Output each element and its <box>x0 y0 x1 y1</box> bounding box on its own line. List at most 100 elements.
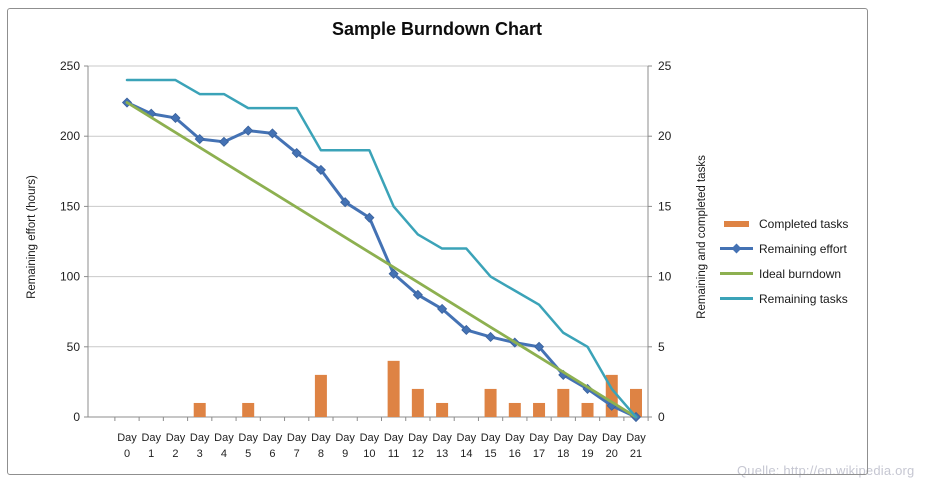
svg-text:Day: Day <box>287 432 307 444</box>
svg-text:Day: Day <box>554 432 574 444</box>
series-remaining-tasks <box>125 78 638 419</box>
svg-text:Day: Day <box>238 432 258 444</box>
svg-text:Day: Day <box>432 432 452 444</box>
svg-text:Day: Day <box>602 432 622 444</box>
svg-text:9: 9 <box>342 448 348 460</box>
ideal-burndown-line <box>125 101 638 419</box>
series-remaining-effort <box>121 97 642 423</box>
svg-text:8: 8 <box>318 448 324 460</box>
svg-text:0: 0 <box>124 448 130 460</box>
bar-completed-tasks-16 <box>508 402 521 417</box>
bar-completed-tasks-19 <box>581 402 594 417</box>
svg-text:250: 250 <box>60 59 80 73</box>
svg-text:Day: Day <box>311 432 331 444</box>
marker-remaining-effort-14 <box>461 324 472 336</box>
source-watermark: Quelle: http://en.wikipedia.org <box>737 463 915 478</box>
svg-text:Day: Day <box>117 432 137 444</box>
svg-text:Day: Day <box>481 432 501 444</box>
svg-text:Day: Day <box>360 432 380 444</box>
svg-text:1: 1 <box>148 448 154 460</box>
marker-remaining-effort-10 <box>364 212 375 223</box>
bar-completed-tasks-11 <box>387 360 400 417</box>
svg-text:Day: Day <box>408 432 428 444</box>
svg-text:11: 11 <box>388 448 399 460</box>
svg-text:200: 200 <box>60 129 80 143</box>
svg-text:4: 4 <box>221 448 227 460</box>
legend-swatch-icon <box>719 243 753 254</box>
marker-remaining-effort-8 <box>315 164 326 175</box>
bar-completed-tasks-21 <box>630 388 642 417</box>
svg-text:12: 12 <box>412 448 424 460</box>
marker-remaining-effort-4 <box>218 136 230 147</box>
legend-item-ideal-burndown: Ideal burndown <box>719 261 848 286</box>
legend-label: Remaining tasks <box>759 291 848 306</box>
svg-text:15: 15 <box>484 448 496 460</box>
left-axis-title: Remaining effort (hours) <box>26 175 38 299</box>
marker-remaining-effort-2 <box>170 112 181 124</box>
svg-text:50: 50 <box>67 340 81 354</box>
svg-text:Day: Day <box>214 432 234 444</box>
svg-text:Day: Day <box>505 432 525 444</box>
remaining-effort-line <box>125 101 638 419</box>
svg-text:7: 7 <box>294 448 300 460</box>
marker-remaining-effort-11 <box>388 268 399 279</box>
svg-text:10: 10 <box>658 270 672 284</box>
legend-swatch-icon <box>719 272 753 275</box>
legend-label: Completed tasks <box>759 216 849 231</box>
svg-text:13: 13 <box>436 448 448 460</box>
bar-completed-tasks-18 <box>557 388 570 417</box>
svg-text:Day: Day <box>626 432 646 444</box>
bar-completed-tasks-17 <box>533 402 546 417</box>
marker-remaining-effort-3 <box>194 133 205 145</box>
svg-text:Day: Day <box>578 432 598 444</box>
svg-text:10: 10 <box>363 448 375 460</box>
bar-completed-tasks-8 <box>314 374 327 417</box>
svg-text:Day: Day <box>529 432 549 444</box>
marker-remaining-effort-5 <box>243 125 254 136</box>
marker-remaining-effort-9 <box>340 197 351 208</box>
legend-item-remaining-tasks: Remaining tasks <box>719 286 848 311</box>
svg-text:15: 15 <box>658 199 672 213</box>
legend-item-completed-tasks: Completed tasks <box>719 211 848 236</box>
legend: Completed tasks Remaining effort Ideal bur… <box>719 211 848 311</box>
svg-text:100: 100 <box>60 270 80 284</box>
legend-swatch-icon <box>719 220 753 227</box>
svg-text:Day: Day <box>263 432 283 444</box>
marker-remaining-effort-7 <box>291 147 302 159</box>
svg-text:2: 2 <box>172 448 178 460</box>
svg-text:0: 0 <box>73 410 80 424</box>
legend-swatch-icon <box>719 297 753 300</box>
marker-remaining-effort-13 <box>437 303 448 314</box>
legend-item-remaining-effort: Remaining effort <box>719 236 848 261</box>
marker-remaining-effort-17 <box>533 341 545 352</box>
series-completed-tasks <box>193 360 642 417</box>
tick-labels: 0 50 100 150 200 250 0 5 10 15 20 25 Day 0 Day 1 Day 2 Day… <box>60 59 672 460</box>
bar-completed-tasks-3 <box>193 402 206 417</box>
bar-completed-tasks-5 <box>242 402 255 417</box>
svg-text:25: 25 <box>658 59 672 73</box>
series-ideal-burndown <box>125 101 638 419</box>
marker-remaining-effort-15 <box>485 331 496 343</box>
svg-text:20: 20 <box>658 129 672 143</box>
legend-label: Ideal burndown <box>759 266 842 281</box>
svg-text:0: 0 <box>658 410 665 424</box>
svg-text:21: 21 <box>630 448 642 460</box>
svg-text:Day: Day <box>457 432 477 444</box>
svg-text:5: 5 <box>245 448 251 460</box>
svg-text:19: 19 <box>581 448 593 460</box>
gridlines <box>88 65 648 348</box>
svg-text:17: 17 <box>533 448 545 460</box>
svg-text:3: 3 <box>197 448 203 460</box>
svg-text:150: 150 <box>60 199 80 213</box>
svg-text:Day: Day <box>384 432 404 444</box>
svg-text:5: 5 <box>658 340 665 354</box>
svg-text:Day: Day <box>190 432 210 444</box>
chart-title: Sample Burndown Chart <box>331 19 542 39</box>
svg-text:18: 18 <box>557 448 569 460</box>
legend-label: Remaining effort <box>759 241 847 256</box>
remaining-tasks-line <box>125 78 638 419</box>
right-axis-title: Remaining and completed tasks <box>696 155 708 319</box>
marker-remaining-effort-6 <box>267 128 278 139</box>
